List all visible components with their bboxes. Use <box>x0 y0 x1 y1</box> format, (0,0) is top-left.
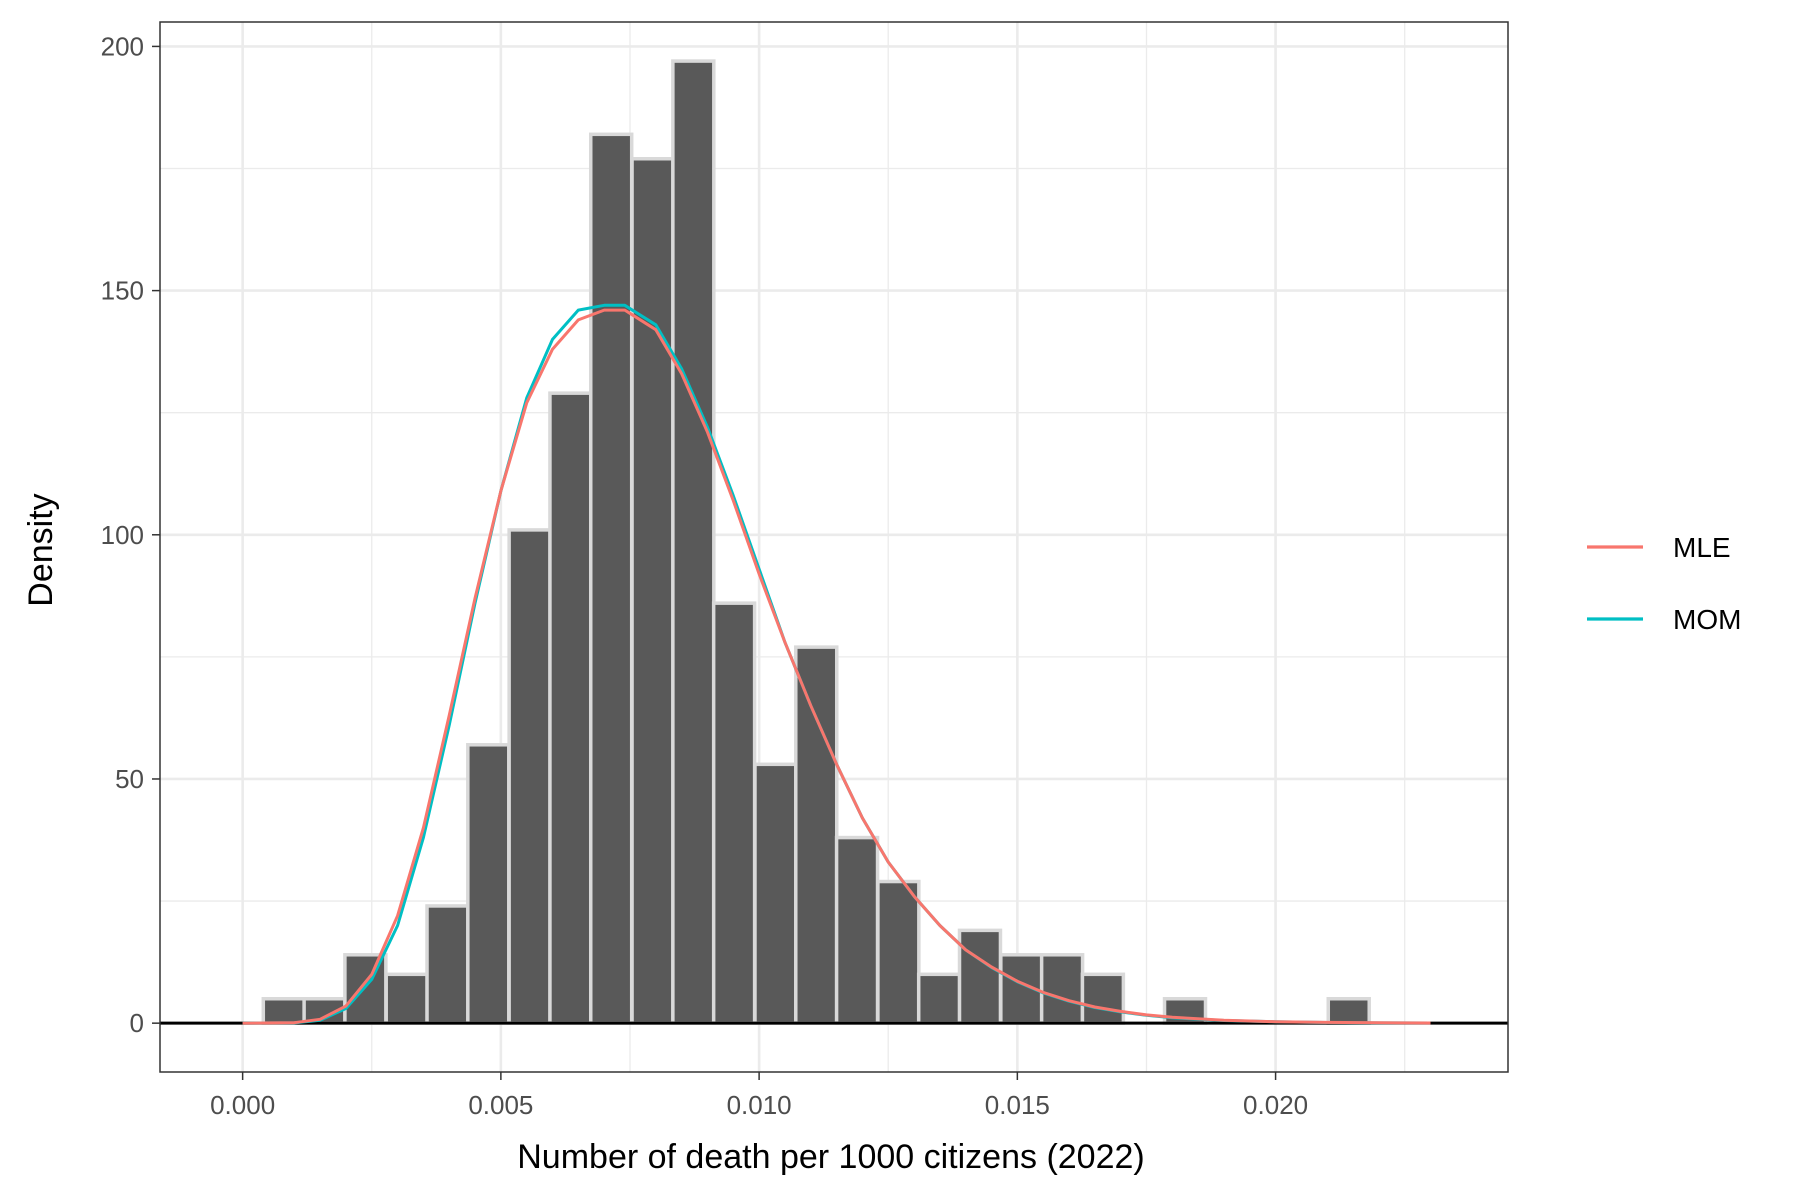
histogram-bar <box>588 132 634 1025</box>
histogram-bar <box>507 528 552 1025</box>
histogram-bar <box>834 835 880 1025</box>
histogram-bar <box>957 928 1003 1025</box>
histogram-bar <box>916 972 962 1025</box>
y-axis-title: Density <box>22 493 60 606</box>
legend: MLE MOM <box>1587 532 1741 635</box>
y-tick-label: 100 <box>101 520 144 550</box>
x-tick-label: 0.005 <box>468 1090 533 1120</box>
x-tick-label: 0.000 <box>210 1090 275 1120</box>
histogram-bar <box>876 879 921 1025</box>
x-tick-label: 0.010 <box>727 1090 792 1120</box>
histogram-bar <box>261 996 307 1025</box>
x-tick-label: 0.015 <box>985 1090 1050 1120</box>
histogram-bar <box>711 601 757 1025</box>
histogram-bars <box>261 59 1371 1025</box>
histogram-bar <box>794 645 839 1025</box>
histogram-bar <box>753 762 798 1025</box>
legend-label-mom: MOM <box>1673 604 1741 635</box>
histogram-bar <box>466 743 511 1025</box>
histogram-bar <box>384 972 429 1025</box>
y-tick-label: 0 <box>130 1008 144 1038</box>
panel-border <box>159 21 1509 1073</box>
y-axis-ticks: 0 50 100 150 200 <box>101 31 160 1038</box>
y-tick-label: 150 <box>101 276 144 306</box>
legend-label-mle: MLE <box>1673 532 1731 563</box>
histogram-bar <box>548 391 593 1025</box>
x-axis-ticks: 0.000 0.005 0.010 0.015 0.020 <box>210 1072 1308 1120</box>
histogram-bar <box>630 156 675 1025</box>
histogram-bar <box>425 904 470 1025</box>
y-tick-label: 50 <box>115 764 144 794</box>
y-tick-label: 200 <box>101 31 144 61</box>
x-axis-title: Number of death per 1000 citizens (2022) <box>517 1138 1144 1176</box>
curve-mle <box>242 308 1431 1025</box>
histogram-bar <box>1080 972 1126 1025</box>
histogram-bar <box>1039 953 1085 1025</box>
histogram-bar <box>671 59 716 1025</box>
x-tick-label: 0.020 <box>1243 1090 1308 1120</box>
fitted-curves <box>242 303 1431 1025</box>
histogram-bar <box>1326 996 1371 1025</box>
